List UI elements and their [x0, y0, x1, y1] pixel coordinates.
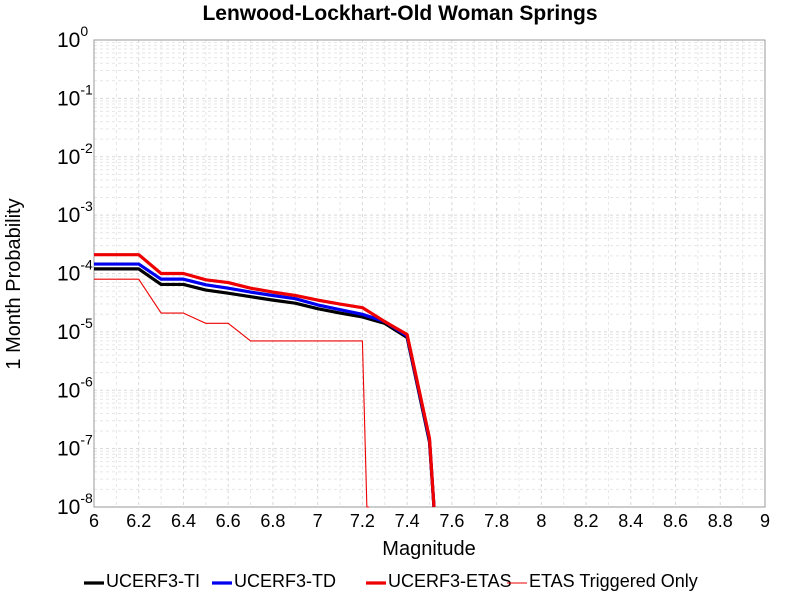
legend-label: ETAS Triggered Only: [529, 571, 698, 591]
legend-label: UCERF3-TD: [234, 571, 336, 591]
x-tick-label: 8.8: [708, 511, 733, 531]
x-axis-label: Magnitude: [382, 538, 475, 560]
x-tick-label: 8.6: [663, 511, 688, 531]
x-tick-label: 7.6: [439, 511, 464, 531]
y-tick-labels: 100 10-1 10-2 10-3 10-4 10-5 10-6 10-7 10-8: [57, 23, 93, 519]
x-tick-labels: 6 6.2 6.4 6.6 6.8 7 7.2 7.4 7.6 7.8 8 8.2 8.4 8.6 8.8 9: [89, 511, 770, 531]
series-line-ucerf3-td: [94, 262, 436, 508]
x-tick-label: 7: [313, 511, 323, 531]
chart-title: Lenwood-Lockhart-Old Woman Springs: [202, 2, 597, 25]
series-line-ucerf3-etas: [94, 253, 436, 508]
x-tick-label: 8.4: [618, 511, 643, 531]
legend-label: UCERF3-ETAS: [388, 571, 512, 591]
x-tick-label: 6: [89, 511, 99, 531]
y-tick-label: 10-3: [57, 198, 93, 227]
x-tick-label: 7.8: [484, 511, 509, 531]
y-tick-label: 10-2: [57, 140, 93, 169]
y-tick-label: 100: [57, 23, 88, 52]
x-tick-label: 7.2: [350, 511, 375, 531]
series-layer: [94, 253, 436, 508]
x-tick-label: 9: [760, 511, 770, 531]
x-tick-label: 6.8: [260, 511, 285, 531]
x-tick-label: 6.2: [126, 511, 151, 531]
y-tick-label: 10-8: [57, 490, 93, 519]
legend-label: UCERF3-TI: [106, 571, 200, 591]
y-tick-label: 10-7: [57, 432, 93, 461]
x-tick-label: 6.4: [171, 511, 196, 531]
y-axis-label: 1 Month Probability: [3, 198, 25, 369]
plot-area-border: [93, 39, 766, 508]
x-tick-label: 8.2: [574, 511, 599, 531]
y-tick-label: 10-5: [57, 315, 93, 344]
y-tick-label: 10-1: [57, 81, 93, 110]
x-tick-label: 7.4: [395, 511, 420, 531]
y-tick-label: 10-4: [57, 257, 93, 286]
x-tick-label: 6.6: [216, 511, 241, 531]
grid: [93, 39, 766, 508]
series-line-etas-triggered-only: [94, 278, 370, 508]
x-tick-label: 8: [536, 511, 546, 531]
legend: UCERF3-TI UCERF3-TD UCERF3-ETAS ETAS Trigge…: [84, 571, 698, 591]
y-tick-label: 10-6: [57, 373, 93, 402]
series-line-ucerf3-ti: [94, 267, 436, 508]
